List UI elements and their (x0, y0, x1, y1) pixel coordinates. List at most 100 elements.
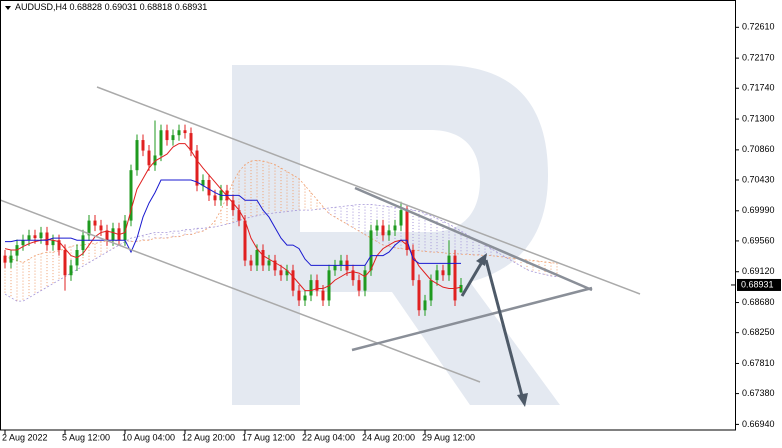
candle-body (387, 230, 391, 236)
candle-body (339, 260, 343, 266)
price-tag (737, 278, 781, 291)
x-tick-label: 5 Aug 12:00 (62, 432, 110, 442)
candle-body (159, 130, 163, 156)
y-tick-label: 0.66940 (742, 419, 775, 429)
close: 0.68931 (175, 2, 208, 12)
candle-body (123, 220, 127, 241)
candle-body (111, 228, 115, 241)
x-tick-label: 17 Aug 12:00 (242, 432, 295, 442)
channel-line (0, 199, 481, 383)
menu-icon (5, 6, 11, 10)
candle-body (69, 265, 73, 276)
candle-body (57, 240, 61, 251)
channel-line (96, 86, 641, 295)
candle-body (231, 200, 235, 211)
y-tick-label: 0.72610 (742, 22, 775, 32)
candle-body (93, 220, 97, 226)
candle-body (243, 220, 247, 261)
y-tick-label: 0.69990 (742, 205, 775, 215)
x-tick-label: 10 Aug 04:00 (122, 432, 175, 442)
y-tick-label: 0.67380 (742, 388, 775, 398)
candle-body (381, 225, 385, 236)
triangle-line (354, 186, 593, 292)
candle-body (183, 130, 187, 134)
cloud-span (4, 204, 558, 302)
candle-body (297, 290, 301, 301)
cloud-span (4, 159, 558, 264)
y-tick-label: 0.67810 (742, 358, 775, 368)
candle-body (393, 225, 397, 231)
candle-body (459, 284, 463, 293)
candle-body (171, 135, 175, 141)
candle-body (153, 155, 157, 166)
candle-body (261, 250, 265, 266)
indicator-line (5, 179, 461, 266)
candle-body (99, 225, 103, 231)
price-tag-label: 0.68931 (741, 279, 774, 289)
y-tick-label: 0.69120 (742, 266, 775, 276)
watermark (232, 65, 560, 405)
candle-body (135, 140, 139, 171)
candle-body (81, 235, 85, 251)
indicator-line (4, 143, 462, 292)
candle-body (399, 210, 403, 226)
candle-body (309, 280, 313, 296)
candle-body (165, 130, 169, 141)
candle-body (291, 270, 295, 291)
candle-body (129, 170, 133, 221)
header: AUDUSD,H4 0.68828 0.69031 0.68818 0.6893… (15, 2, 207, 12)
arrow-head (517, 393, 528, 407)
candle-body (39, 232, 43, 239)
y-tick-label: 0.72170 (742, 53, 775, 63)
candle-body (447, 255, 451, 276)
triangle-line (351, 286, 593, 352)
candle-body (423, 300, 427, 311)
candle-body (147, 150, 151, 166)
candle-body (273, 260, 277, 271)
candle-body (105, 230, 109, 241)
y-tick-label: 0.71300 (742, 113, 775, 123)
x-tick-label: 22 Aug 04:00 (302, 432, 355, 442)
candle-body (363, 270, 367, 291)
candle-body (453, 255, 457, 301)
candle-body (255, 250, 259, 266)
low: 0.68818 (140, 2, 173, 12)
x-tick-label: 2 Aug 2022 (2, 432, 48, 442)
open: 0.68828 (70, 2, 103, 12)
candle-body (249, 260, 253, 266)
arrow (484, 259, 524, 397)
candle-body (375, 225, 379, 231)
candle-body (27, 235, 31, 241)
candle-body (357, 280, 361, 291)
candle-body (213, 195, 217, 201)
candle-body (21, 240, 25, 246)
candle-body (195, 150, 199, 186)
candle-body (279, 270, 283, 276)
candle-body (321, 290, 325, 301)
candle-body (3, 255, 7, 263)
arrow-head (476, 253, 487, 266)
candle-body (45, 232, 49, 246)
y-tick-label: 0.70430 (742, 174, 775, 184)
candle-body (51, 240, 55, 246)
x-tick-label: 12 Aug 20:00 (182, 432, 235, 442)
candle-body (441, 270, 445, 276)
y-tick-label: 0.71740 (742, 83, 775, 93)
candle-body (333, 265, 337, 271)
candle-body (429, 280, 433, 301)
candle-body (189, 133, 193, 151)
y-tick-label: 0.68680 (742, 297, 775, 307)
candle-body (9, 255, 13, 263)
symbol: AUDUSD,H4 (15, 2, 67, 12)
candle-body (87, 220, 91, 236)
candle-body (237, 210, 241, 221)
candle-body (435, 270, 439, 281)
candle-body (267, 260, 271, 266)
candle-body (207, 179, 211, 196)
candle-body (177, 130, 181, 136)
x-tick-label: 29 Aug 12:00 (422, 432, 475, 442)
y-tick-label: 0.68250 (742, 327, 775, 337)
candle-body (141, 140, 145, 151)
candle-body (303, 295, 307, 301)
